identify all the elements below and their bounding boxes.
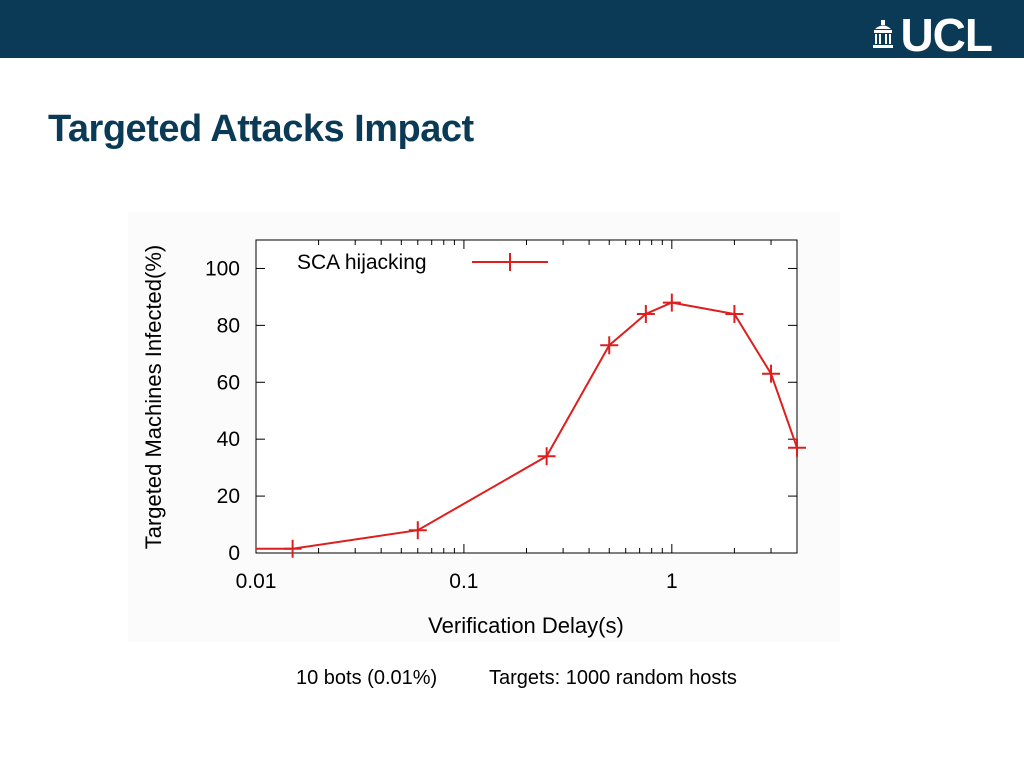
x-axis-label: Verification Delay(s) xyxy=(428,613,624,638)
y-tick-labels: 0 20 40 60 80 100 xyxy=(205,257,240,565)
legend-marker-plus xyxy=(501,253,519,271)
logo-text: UCL xyxy=(900,9,993,61)
y-tick-label: 0 xyxy=(228,542,240,565)
y-tick-label: 60 xyxy=(217,371,240,394)
x-tick-label: 0.01 xyxy=(236,570,277,593)
axis-ticks xyxy=(255,240,798,554)
x-tick-label: 0.1 xyxy=(449,570,478,593)
x-tick-labels: 0.01 0.1 1 xyxy=(236,570,678,593)
caption: 10 bots (0.01%) Targets: 1000 random hos… xyxy=(0,667,1024,691)
ucl-logo: UCL xyxy=(872,9,993,61)
data-point xyxy=(636,304,655,323)
data-point xyxy=(283,539,302,558)
plot-frame xyxy=(255,239,798,554)
data-point xyxy=(725,304,744,323)
line-chart: 0.01 0.1 1 0 20 40 60 80 100 Verification Delay… xyxy=(141,239,806,638)
legend-marker xyxy=(501,253,519,271)
series-line xyxy=(256,301,798,550)
legend-label: SCA hijacking xyxy=(297,251,427,274)
portico-icon xyxy=(873,20,894,48)
data-point xyxy=(600,336,619,355)
data-point xyxy=(662,293,681,312)
header-bar: UCL xyxy=(0,0,1024,58)
x-tick-label: 1 xyxy=(666,570,678,593)
chart-container: 0.01 0.1 1 0 20 40 60 80 100 Verification Delay… xyxy=(128,212,840,642)
y-axis-label: Targeted Machines Infected(%) xyxy=(141,245,166,550)
y-tick-label: 80 xyxy=(217,314,240,337)
slide-title: Targeted Attacks Impact xyxy=(48,108,474,150)
series-markers xyxy=(283,293,806,558)
data-point xyxy=(788,438,806,457)
data-point xyxy=(408,521,427,540)
y-tick-label: 100 xyxy=(205,257,240,280)
y-tick-label: 40 xyxy=(217,428,240,451)
caption-bots: 10 bots (0.01%) xyxy=(296,667,438,689)
data-point xyxy=(762,364,781,383)
data-point xyxy=(537,447,556,466)
caption-targets: Targets: 1000 random hosts xyxy=(489,667,737,689)
legend: SCA hijacking xyxy=(297,251,548,274)
y-tick-label: 20 xyxy=(217,485,240,508)
